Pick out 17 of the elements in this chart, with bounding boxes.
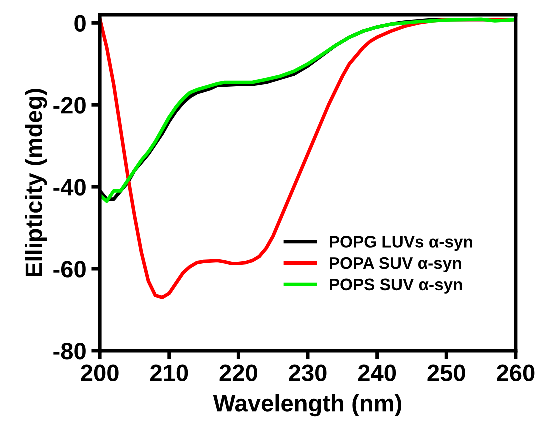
x-tick-label: 210 bbox=[150, 364, 188, 382]
x-tick-label: 200 bbox=[81, 364, 119, 382]
legend-label: POPA SUV α-syn bbox=[330, 257, 462, 273]
legend-label: POPS SUV α-syn bbox=[330, 278, 462, 294]
y-tick-label: -80 bbox=[54, 343, 86, 360]
y-tick-label: -20 bbox=[54, 97, 86, 114]
x-tick-label: 230 bbox=[289, 364, 327, 382]
x-tick-label: 260 bbox=[497, 364, 535, 382]
legend-label: POPG LUVs α-syn bbox=[330, 236, 472, 252]
x-axis-title: Wavelength (nm) bbox=[213, 394, 402, 417]
x-tick-label: 220 bbox=[220, 364, 258, 382]
y-tick-label: -60 bbox=[54, 261, 86, 278]
y-tick-label: -40 bbox=[54, 179, 86, 196]
y-axis-title: Ellipticity (mdeg) bbox=[25, 89, 48, 276]
y-tick-label: 0 bbox=[74, 15, 86, 32]
x-tick-label: 250 bbox=[428, 364, 466, 382]
x-tick-label: 240 bbox=[358, 364, 396, 382]
